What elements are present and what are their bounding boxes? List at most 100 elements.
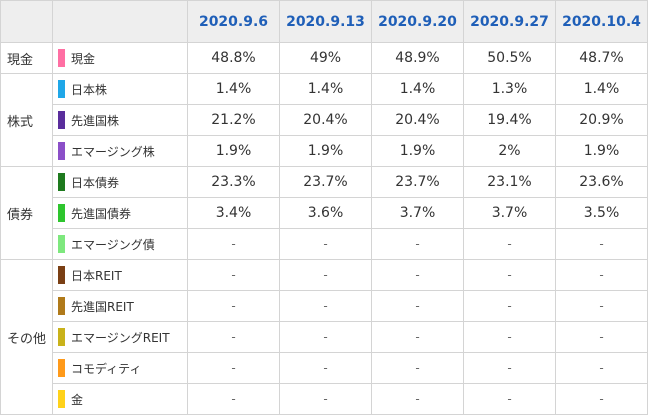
asset-cell: コモディティ <box>52 352 188 384</box>
asset-name: 現金 <box>71 51 96 66</box>
value-cell: 3.6% <box>279 197 372 229</box>
value-cell: 3.4% <box>187 197 280 229</box>
header-row: 2020.9.6 2020.9.13 2020.9.20 2020.9.27 2… <box>0 0 648 43</box>
value-cell: - <box>187 352 280 384</box>
asset-cell: 現金 <box>52 42 188 74</box>
date-header: 2020.9.27 <box>463 0 556 43</box>
value-cell: 20.4% <box>371 104 464 136</box>
date-header: 2020.9.13 <box>279 0 372 43</box>
asset-name: エマージングREIT <box>71 330 170 345</box>
table-row: エマージング債 - - - - - <box>1 228 648 260</box>
asset-cell: エマージング株 <box>52 135 188 167</box>
value-cell: - <box>555 290 648 322</box>
group-label: 株式 <box>0 73 53 167</box>
table-row: その他 日本REIT - - - - - <box>0 259 648 415</box>
table-row: 債券 日本債券 23.3% 23.7% 23.7% 23.1% 23.6% <box>0 166 648 260</box>
color-swatch <box>58 111 65 129</box>
value-cell: - <box>187 228 280 260</box>
asset-name: エマージング債 <box>71 237 155 252</box>
table-row: 金----- <box>1 383 648 415</box>
asset-cell: 先進国REIT <box>52 290 188 322</box>
value-cell: 1.9% <box>187 135 280 167</box>
asset-cell: 日本株 <box>52 73 188 105</box>
value-cell: - <box>371 383 464 415</box>
value-cell: - <box>463 321 556 353</box>
color-swatch <box>58 142 65 160</box>
value-cell: - <box>371 259 464 291</box>
value-cell: 50.5% <box>463 42 556 74</box>
value-cell: - <box>463 259 556 291</box>
value-cell: - <box>187 290 280 322</box>
group-label: その他 <box>0 259 53 415</box>
value-cell: - <box>555 228 648 260</box>
table-row: 株式 日本株 1.4% 1.4% 1.4% 1.3% 1.4% <box>0 73 648 167</box>
color-swatch <box>58 49 65 67</box>
value-cell: - <box>279 259 372 291</box>
asset-name: エマージング株 <box>71 144 155 159</box>
value-cell: 3.7% <box>371 197 464 229</box>
value-cell: - <box>279 352 372 384</box>
value-cell: 23.6% <box>555 166 648 198</box>
value-cell: - <box>187 383 280 415</box>
color-swatch <box>58 80 65 98</box>
asset-cell: 日本REIT <box>52 259 188 291</box>
table-row: エマージングREIT - - - - - <box>1 321 648 353</box>
value-cell: - <box>279 228 372 260</box>
color-swatch <box>58 204 65 222</box>
value-cell: - <box>371 228 464 260</box>
table-row: 先進国債券 3.4% 3.6% 3.7% 3.7% 3.5% <box>1 197 648 229</box>
asset-name: 先進国株 <box>71 113 120 128</box>
asset-cell: エマージング債 <box>52 228 188 260</box>
date-header: 2020.9.20 <box>371 0 464 43</box>
value-cell: 23.7% <box>279 166 372 198</box>
value-cell: - <box>371 352 464 384</box>
asset-cell: 日本債券 <box>52 166 188 198</box>
color-swatch <box>58 359 65 377</box>
value-cell: - <box>463 383 556 415</box>
group-label: 債券 <box>0 166 53 260</box>
value-cell: - <box>555 321 648 353</box>
asset-name: 先進国債券 <box>71 206 132 221</box>
value-cell: 23.7% <box>371 166 464 198</box>
value-cell: - <box>279 321 372 353</box>
asset-cell: エマージングREIT <box>52 321 188 353</box>
value-cell: - <box>463 290 556 322</box>
value-cell: 23.3% <box>187 166 280 198</box>
group-label: 現金 <box>0 42 53 74</box>
value-cell: - <box>463 352 556 384</box>
value-cell: - <box>555 259 648 291</box>
table-row: 現金 現金 48.8% 49% 48.9% 50.5% 48.7% <box>0 42 648 74</box>
value-cell: 1.9% <box>371 135 464 167</box>
value-cell: 1.3% <box>463 73 556 105</box>
asset-name: 先進国REIT <box>71 299 134 314</box>
value-cell: 49% <box>279 42 372 74</box>
header-blank-group <box>0 0 53 43</box>
value-cell: - <box>187 259 280 291</box>
value-cell: 1.4% <box>187 73 280 105</box>
value-cell: - <box>555 383 648 415</box>
value-cell: 1.9% <box>555 135 648 167</box>
table-body: 現金 現金 48.8% 49% 48.9% 50.5% 48.7% 株式 日本株 1.4% 1.4%… <box>0 42 648 415</box>
value-cell: - <box>555 352 648 384</box>
color-swatch <box>58 328 65 346</box>
value-cell: 19.4% <box>463 104 556 136</box>
value-cell: 1.4% <box>371 73 464 105</box>
value-cell: - <box>279 383 372 415</box>
value-cell: 20.4% <box>279 104 372 136</box>
value-cell: - <box>371 321 464 353</box>
value-cell: 48.7% <box>555 42 648 74</box>
asset-name: 日本REIT <box>71 268 122 283</box>
value-cell: 48.8% <box>187 42 280 74</box>
value-cell: 1.4% <box>555 73 648 105</box>
table-row: 先進国株 21.2% 20.4% 20.4% 19.4% 20.9% <box>1 104 648 136</box>
color-swatch <box>58 173 65 191</box>
value-cell: 23.1% <box>463 166 556 198</box>
table-row: 先進国REIT - - - - - <box>1 290 648 322</box>
table-row: エマージング株 1.9% 1.9% 1.9% 2% 1.9% <box>1 135 648 167</box>
color-swatch <box>58 235 65 253</box>
value-cell: 2% <box>463 135 556 167</box>
value-cell: 3.7% <box>463 197 556 229</box>
value-cell: - <box>279 290 372 322</box>
value-cell: 1.9% <box>279 135 372 167</box>
